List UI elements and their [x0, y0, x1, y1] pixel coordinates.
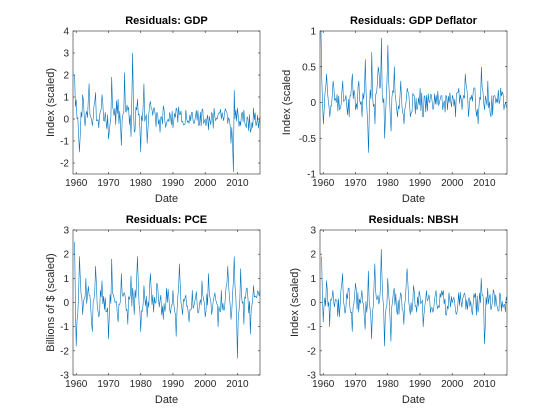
- gdp-deflator-ylabel: Index (scaled: [281, 70, 293, 135]
- nbsh-residual-series-line: [321, 249, 508, 347]
- nbsh-residuals-panel: Residuals: NBSH 1960 1970 1980 1990 2000 2010…: [289, 214, 508, 406]
- nbsh-x-tick-label: 1990: [409, 379, 432, 390]
- gdp-deflator-x-tick-label: 2000: [441, 178, 464, 189]
- nbsh-y-tick-label: 3: [310, 226, 316, 237]
- gdp-deflator-x-tick-label: 1960: [312, 178, 335, 189]
- pce-y-tick-label: 2: [63, 250, 69, 261]
- pce-x-tick-label: 2000: [194, 379, 217, 390]
- nbsh-ylabel: Index (scaled): [289, 268, 301, 337]
- nbsh-x-tick-label: 1970: [344, 379, 367, 390]
- gdp-deflator-x-tick-label: 2010: [473, 178, 496, 189]
- pce-xlabel: Date: [155, 394, 178, 406]
- nbsh-y-tick-label: -1: [307, 322, 316, 333]
- nbsh-panel-title: Residuals: NBSH: [369, 214, 459, 226]
- nbsh-y-tick-label: 1: [310, 274, 316, 285]
- gdp-y-tick-label: -1: [60, 137, 69, 148]
- gdp-x-tick-label: 1990: [162, 178, 185, 189]
- nbsh-x-tick-label: 2000: [441, 379, 464, 390]
- pce-y-tick-label: 0: [63, 298, 69, 309]
- nbsh-x-tick-label: 1980: [377, 379, 400, 390]
- gdp-deflator-y-tick-label: 0: [310, 98, 316, 109]
- gdp-deflator-x-tick-label: 1990: [409, 178, 432, 189]
- pce-y-tick-label: -1: [60, 322, 69, 333]
- gdp-ylabel: Index (scaled): [45, 68, 57, 137]
- gdp-y-tick-label: 1: [63, 93, 69, 104]
- pce-residual-series-line: [74, 242, 261, 359]
- gdp-plot-frame: [72, 30, 261, 175]
- pce-x-tick-label: 1990: [162, 379, 185, 390]
- pce-panel-title: Residuals: PCE: [126, 214, 207, 226]
- gdp-deflator-series-layer: [320, 30, 507, 153]
- gdp-deflator-x-tick-label: 1970: [344, 178, 367, 189]
- nbsh-y-tick-label: -3: [307, 371, 316, 382]
- gdp-deflator-y-tick-label: -0.5: [299, 134, 317, 145]
- nbsh-xlabel: Date: [402, 394, 425, 406]
- gdp-ticks-layer: 1960 1970 1980 1990 2000 2010 -2 -1 0 1 2 3 4: [60, 27, 260, 189]
- nbsh-y-tick-label: 2: [310, 250, 316, 261]
- gdp-x-tick-label: 1960: [65, 178, 88, 189]
- pce-y-tick-label: 1: [63, 274, 69, 285]
- nbsh-y-tick-label: 0: [310, 298, 316, 309]
- gdp-y-tick-label: -2: [60, 159, 69, 170]
- gdp-series-layer: [74, 52, 261, 173]
- pce-x-tick-label: 2010: [226, 379, 249, 390]
- gdp-y-tick-label: 4: [63, 27, 69, 38]
- pce-x-tick-label: 1970: [97, 379, 120, 390]
- pce-ticks-layer: 1960 1970 1980 1990 2000 2010 -3 -2 -1 0 1 2 3: [60, 226, 260, 390]
- gdp-xlabel: Date: [155, 193, 178, 205]
- gdp-deflator-xlabel: Date: [402, 193, 425, 205]
- gdp-deflator-residual-series-line: [320, 30, 507, 153]
- pce-y-tick-label: 3: [63, 226, 69, 237]
- pce-x-tick-label: 1980: [130, 379, 153, 390]
- nbsh-x-tick-label: 2010: [473, 379, 496, 390]
- gdp-deflator-residuals-panel: Residuals: GDP Deflator 1960 1970 1980 1990…: [281, 15, 508, 205]
- nbsh-ticks-layer: 1960 1970 1980 1990 2000 2010 -3 -2 -1 0 1 2 3: [307, 226, 507, 390]
- gdp-x-tick-label: 1970: [97, 178, 120, 189]
- pce-ylabel: Billions of $ (scaled): [45, 253, 57, 351]
- nbsh-series-layer: [321, 249, 508, 347]
- gdp-panel-title: Residuals: GDP: [125, 15, 208, 27]
- pce-y-tick-label: -3: [60, 371, 69, 382]
- gdp-deflator-y-tick-label: 1: [310, 27, 316, 38]
- pce-residuals-panel: Residuals: PCE 1960 1970 1980 1990 2000 2010 -…: [45, 214, 261, 406]
- gdp-deflator-panel-title: Residuals: GDP Deflator: [350, 15, 478, 27]
- gdp-y-tick-label: 2: [63, 71, 69, 82]
- gdp-x-tick-label: 2000: [194, 178, 217, 189]
- pce-series-layer: [74, 242, 261, 359]
- nbsh-x-tick-label: 1960: [312, 379, 335, 390]
- gdp-deflator-ticks-layer: 1960 1970 1980 1990 2000 2010 -1 -0.5 0 0.5 1: [299, 27, 507, 189]
- pce-x-tick-label: 1960: [65, 379, 88, 390]
- pce-y-tick-label: -2: [60, 346, 69, 357]
- gdp-x-tick-label: 2010: [226, 178, 249, 189]
- gdp-residuals-panel: Residuals: GDP 1960 1970 1980 1990 2000 2010 -…: [45, 15, 261, 205]
- gdp-y-tick-label: 0: [63, 115, 69, 126]
- gdp-y-tick-label: 3: [63, 49, 69, 60]
- gdp-x-tick-label: 1980: [130, 178, 153, 189]
- gdp-residual-series-line: [74, 52, 261, 173]
- gdp-deflator-y-tick-label: 0.5: [302, 62, 316, 73]
- gdp-deflator-x-tick-label: 1980: [377, 178, 400, 189]
- nbsh-y-tick-label: -2: [307, 346, 316, 357]
- gdp-deflator-y-tick-label: -1: [307, 170, 316, 181]
